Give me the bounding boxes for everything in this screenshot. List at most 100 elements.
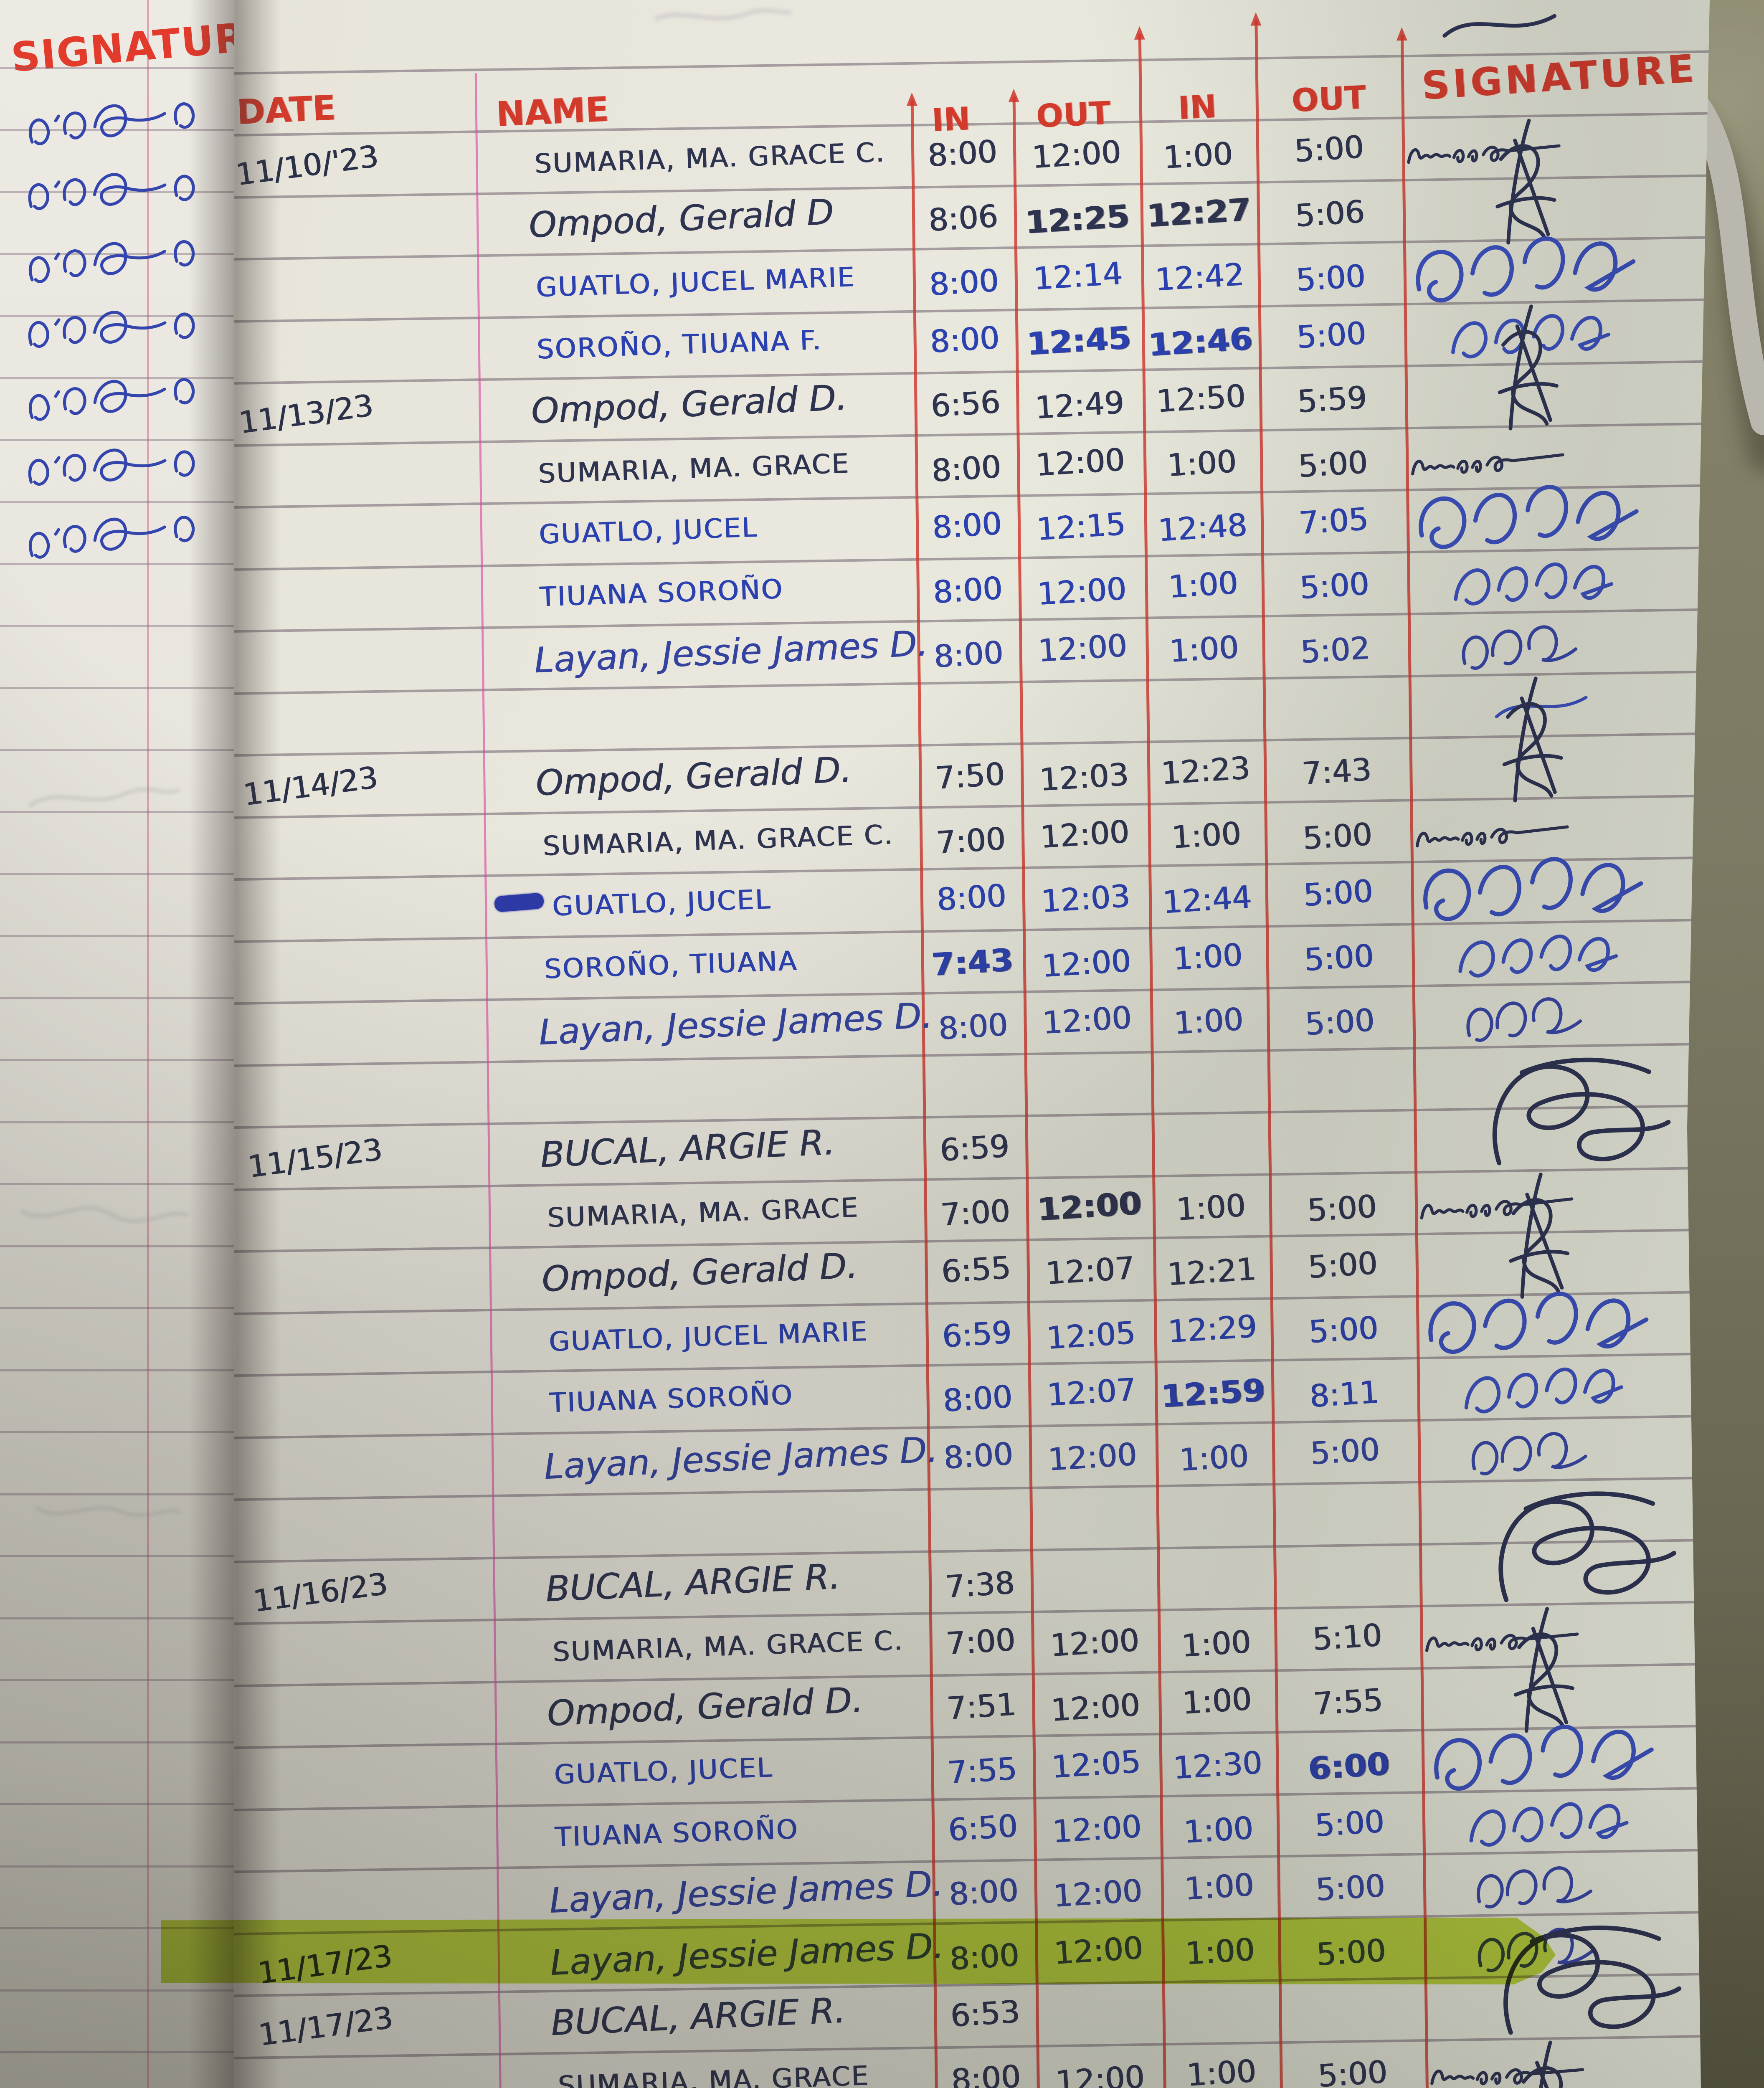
time-cell: 1:00: [1185, 2053, 1257, 2088]
name-cell: SUMARIA, MA. GRACE C.: [534, 137, 886, 180]
sheet-content: DATE NAME IN OUT IN OUT SIGNATURE 11/10/…: [234, 0, 1710, 2088]
name-cell: Ompod, Gerald D: [528, 191, 835, 246]
signature-scribble: [1455, 1467, 1706, 1625]
bleed-through-mark: [28, 787, 181, 808]
name-cell: SUMARIA, MA. GRACE: [547, 1192, 859, 1234]
ruled-line: [0, 1121, 235, 1123]
name-cell: Ompod, Gerald D.: [541, 1245, 859, 1300]
time-cell: 6:50: [947, 1807, 1019, 1848]
time-cell: 12:49: [1034, 384, 1125, 426]
ruled-line: [0, 67, 235, 69]
date-cell: 11/16/23: [251, 1566, 390, 1619]
cable-body: [1678, 85, 1764, 435]
time-cell: 5:06: [1294, 193, 1366, 234]
name-cell: SOROÑO, TIUANA F.: [536, 324, 823, 365]
time-cell: 7:43: [1300, 751, 1373, 792]
ruled-line: [0, 563, 235, 565]
name-cell: TIUANA SOROÑO: [539, 573, 784, 613]
time-cell: 12:00: [1040, 943, 1132, 984]
ruled-line: [0, 1245, 235, 1247]
time-cell: 7:55: [1312, 1682, 1384, 1722]
time-cell: 1:00: [1180, 1624, 1252, 1665]
time-cell: 1:00: [1166, 443, 1238, 484]
time-cell: 8:00: [931, 505, 1003, 546]
time-cell: 12:15: [1035, 506, 1127, 548]
name-cell: Ompod, Gerald D.: [535, 749, 853, 804]
name-cell: TIUANA SOROÑO: [554, 1814, 799, 1853]
ruled-line: [0, 377, 235, 379]
time-cell: 12:00: [1054, 2059, 1146, 2088]
ruled-line: [0, 439, 235, 441]
time-cell: 6:53: [949, 1994, 1021, 2034]
ruled-line: [0, 1307, 235, 1309]
ruled-line: [0, 1927, 235, 1929]
ruled-line: [0, 1617, 235, 1619]
ruled-line: [0, 315, 235, 317]
time-cell: 12:46: [1147, 320, 1254, 363]
time-cell: 8:00: [932, 570, 1004, 611]
time-cell: 12:00: [1047, 1436, 1138, 1478]
time-cell: 7:50: [934, 756, 1006, 797]
name-cell: GUATLO, JUCEL: [538, 512, 758, 550]
ruled-line: [0, 1493, 235, 1495]
time-cell: 8:11: [1308, 1374, 1380, 1415]
time-cell: 12:23: [1160, 750, 1251, 792]
time-cell: 8:00: [933, 634, 1004, 675]
time-cell: 12:21: [1166, 1251, 1257, 1293]
ruled-line: [0, 1741, 235, 1743]
ruled-line: [0, 1865, 235, 1868]
time-cell: 8:00: [937, 1006, 1009, 1047]
time-cell: 5:00: [1313, 1803, 1385, 1844]
ruled-line: [0, 625, 235, 627]
time-cell: 8:00: [950, 2058, 1022, 2088]
crossed-out-word: [494, 892, 545, 912]
time-cell: 5:00: [1303, 938, 1375, 978]
time-cell: 8:00: [926, 133, 998, 174]
time-cell: 7:00: [935, 821, 1007, 861]
ruled-line: [0, 1183, 235, 1185]
name-cell: GUATLO, JUCEL MARIE: [535, 262, 856, 304]
time-cell: 12:44: [1161, 879, 1253, 921]
time-cell: 12:05: [1045, 1315, 1136, 1356]
time-cell: 12:00: [1049, 1687, 1141, 1728]
time-cell: 12:45: [1025, 319, 1132, 362]
ruled-line: [0, 811, 235, 813]
bleed-through-mark: [20, 1206, 189, 1224]
time-cell: 5:00: [1307, 1310, 1379, 1350]
time-cell: 12:00: [1051, 1808, 1143, 1850]
time-cell: 7:05: [1298, 501, 1369, 542]
time-cell: 12:05: [1050, 1743, 1142, 1786]
name-cell: Ompod, Gerald D.: [530, 377, 848, 432]
time-cell: 1:00: [1168, 629, 1240, 670]
time-cell: 1:00: [1162, 135, 1234, 176]
time-cell: 8:00: [935, 877, 1007, 918]
time-cell: 12:00: [1037, 627, 1128, 669]
name-cell: TIUANA SOROÑO: [549, 1380, 794, 1419]
time-cell: 12:30: [1172, 1745, 1263, 1786]
time-cell: 7:55: [946, 1751, 1018, 1791]
time-cell: 5:00: [1298, 565, 1370, 606]
name-cell: BUCAL, ARGIE R.: [545, 1556, 841, 1609]
time-cell: 12:59: [1160, 1372, 1266, 1415]
time-cell: 8:00: [930, 449, 1002, 489]
time-cell: 12:00: [1049, 1622, 1140, 1664]
time-cell: 1:00: [1170, 815, 1242, 856]
time-cell: 7:43: [930, 942, 1014, 983]
time-cell: 6:59: [938, 1128, 1011, 1169]
time-cell: 1:00: [1183, 1867, 1255, 1908]
time-cell: 12:00: [1041, 999, 1133, 1041]
time-cell: 5:00: [1303, 1002, 1376, 1043]
time-cell: 1:00: [1182, 1810, 1254, 1850]
time-cell: 7:38: [944, 1564, 1016, 1605]
time-cell: 1:00: [1172, 937, 1244, 977]
time-cell: 7:00: [939, 1193, 1011, 1233]
time-cell: 12:00: [1036, 570, 1128, 612]
time-cell: 12:14: [1032, 255, 1123, 297]
time-cell: 12:29: [1166, 1308, 1258, 1350]
name-cell: Layan, Jessie James D.: [533, 623, 929, 681]
time-cell: 6:56: [929, 384, 1001, 425]
time-cell: 6:55: [940, 1249, 1012, 1290]
signature-scribble: [1452, 1038, 1698, 1187]
time-cell: 5:00: [1309, 1431, 1381, 1472]
